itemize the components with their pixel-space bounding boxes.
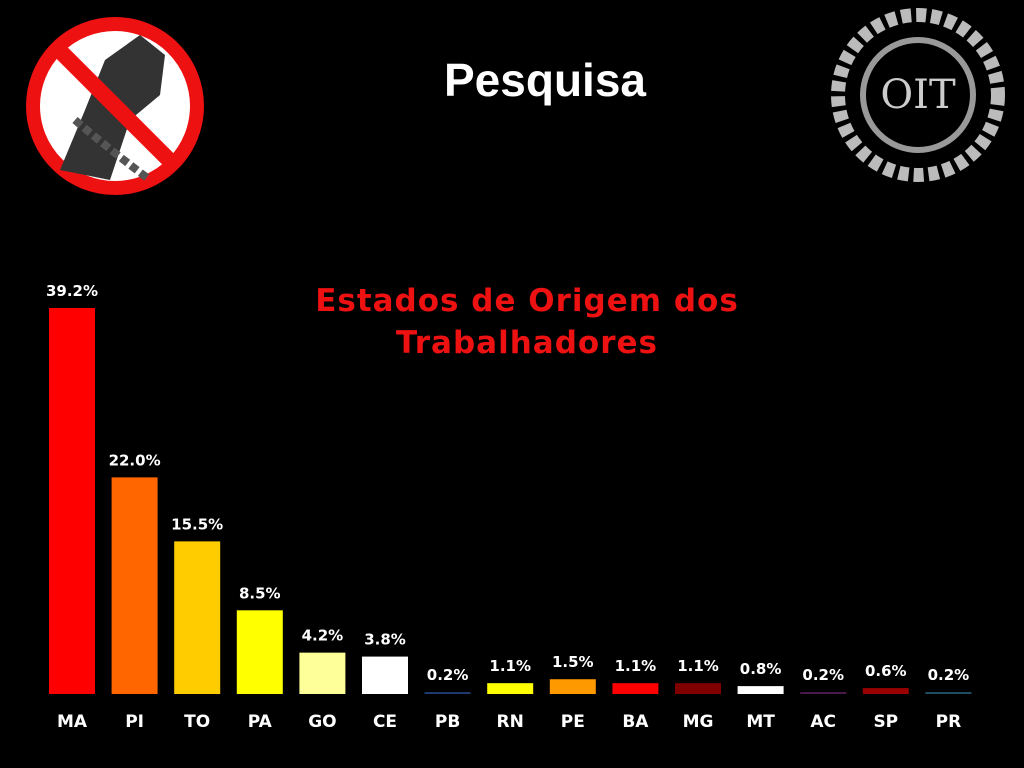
- value-label: 0.2%: [802, 666, 844, 684]
- right-logo: OIT: [831, 8, 1005, 182]
- value-label: 0.6%: [865, 662, 907, 680]
- x-tick-label: GO: [308, 712, 336, 732]
- x-tick-label: RN: [497, 712, 524, 732]
- bar: [737, 686, 784, 694]
- logo-text: OIT: [880, 72, 956, 118]
- x-tick-label: TO: [184, 712, 210, 732]
- chart-subtitle: Estados de Origem dos Trabalhadores: [315, 283, 739, 361]
- bar: [174, 541, 221, 694]
- bar: [675, 683, 721, 694]
- x-tick-label: PA: [248, 712, 273, 732]
- value-label: 8.5%: [239, 584, 281, 602]
- x-tick-label: CE: [373, 712, 397, 732]
- x-tick-label: PR: [936, 712, 962, 732]
- x-tick-label: PE: [561, 712, 585, 732]
- bar: [236, 610, 283, 694]
- bar: [925, 692, 972, 694]
- value-label: 3.8%: [364, 631, 406, 649]
- x-tick-label: MG: [683, 712, 714, 732]
- value-label: 0.8%: [740, 660, 782, 678]
- value-label: 1.1%: [615, 657, 657, 675]
- bar: [424, 692, 471, 694]
- x-tick-label: MA: [57, 712, 88, 732]
- value-label: 22.0%: [109, 451, 161, 469]
- value-label: 1.5%: [552, 653, 594, 671]
- bar: [487, 683, 534, 694]
- bar: [49, 308, 95, 694]
- x-tick-label: PI: [125, 712, 144, 732]
- bar: [862, 688, 909, 694]
- x-tick-label: PB: [435, 712, 460, 732]
- bar: [800, 692, 847, 694]
- value-label: 1.1%: [489, 657, 531, 675]
- chart-title: Pesquisa: [444, 54, 646, 106]
- bar: [362, 656, 408, 694]
- x-tick-label: BA: [622, 712, 649, 732]
- value-label: 0.2%: [427, 666, 469, 684]
- bar: [299, 652, 346, 694]
- bar: [549, 679, 596, 694]
- value-label: 1.1%: [677, 657, 719, 675]
- value-label: 15.5%: [171, 515, 223, 533]
- x-tick-label: AC: [810, 712, 836, 732]
- bar: [612, 683, 659, 694]
- left-logo: [26, 17, 204, 195]
- bar: [111, 477, 158, 694]
- x-tick-label: SP: [873, 712, 898, 732]
- value-label: 4.2%: [302, 627, 344, 645]
- x-tick-label: MT: [746, 712, 775, 732]
- value-label: 39.2%: [46, 282, 98, 300]
- value-label: 0.2%: [928, 666, 970, 684]
